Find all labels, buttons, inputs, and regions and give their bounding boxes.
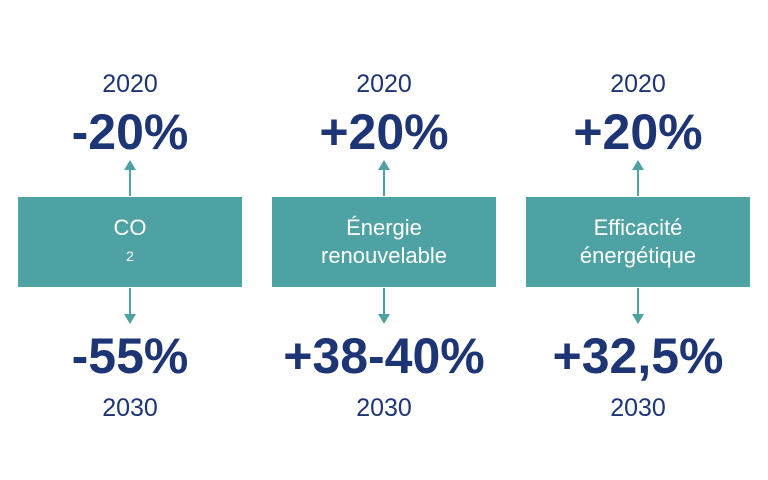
year-2030-label: 2030: [102, 394, 158, 422]
arrow-down-icon: [632, 288, 644, 324]
target-value-2030: +32,5%: [552, 328, 724, 384]
target-value-2030: -55%: [71, 328, 189, 384]
category-label-line1: Efficacité: [593, 215, 683, 240]
target-value-2020: +20%: [319, 104, 449, 160]
arrow-up-icon: [378, 160, 390, 196]
arrow-down-icon: [124, 288, 136, 324]
target-column-renewable-energy: 2020 +20% Énergie renouvelable +38-40% 2…: [272, 0, 496, 480]
category-box-energy-efficiency: Efficacité énergétique: [526, 197, 750, 287]
target-value-2030: +38-40%: [283, 328, 485, 384]
arrow-up-icon: [124, 160, 136, 196]
category-label: CO: [113, 215, 147, 240]
category-box-co2: CO 2: [18, 197, 242, 287]
target-value-2020: -20%: [71, 104, 189, 160]
year-2020-label: 2020: [610, 70, 666, 98]
year-2020-label: 2020: [356, 70, 412, 98]
arrow-up-icon: [632, 160, 644, 196]
target-column-co2: 2020 -20% CO 2 -55% 2030: [18, 0, 242, 480]
category-label-subscript: 2: [126, 248, 134, 264]
category-box-renewable-energy: Énergie renouvelable: [272, 197, 496, 287]
arrow-down-icon: [378, 288, 390, 324]
category-label-line2: énergétique: [579, 243, 697, 268]
year-2030-label: 2030: [356, 394, 412, 422]
category-label-line1: Énergie: [346, 215, 422, 240]
target-value-2020: +20%: [573, 104, 703, 160]
target-column-energy-efficiency: 2020 +20% Efficacité énergétique +32,5% …: [526, 0, 750, 480]
year-2030-label: 2030: [610, 394, 666, 422]
category-label-line2: renouvelable: [321, 243, 447, 268]
year-2020-label: 2020: [102, 70, 158, 98]
